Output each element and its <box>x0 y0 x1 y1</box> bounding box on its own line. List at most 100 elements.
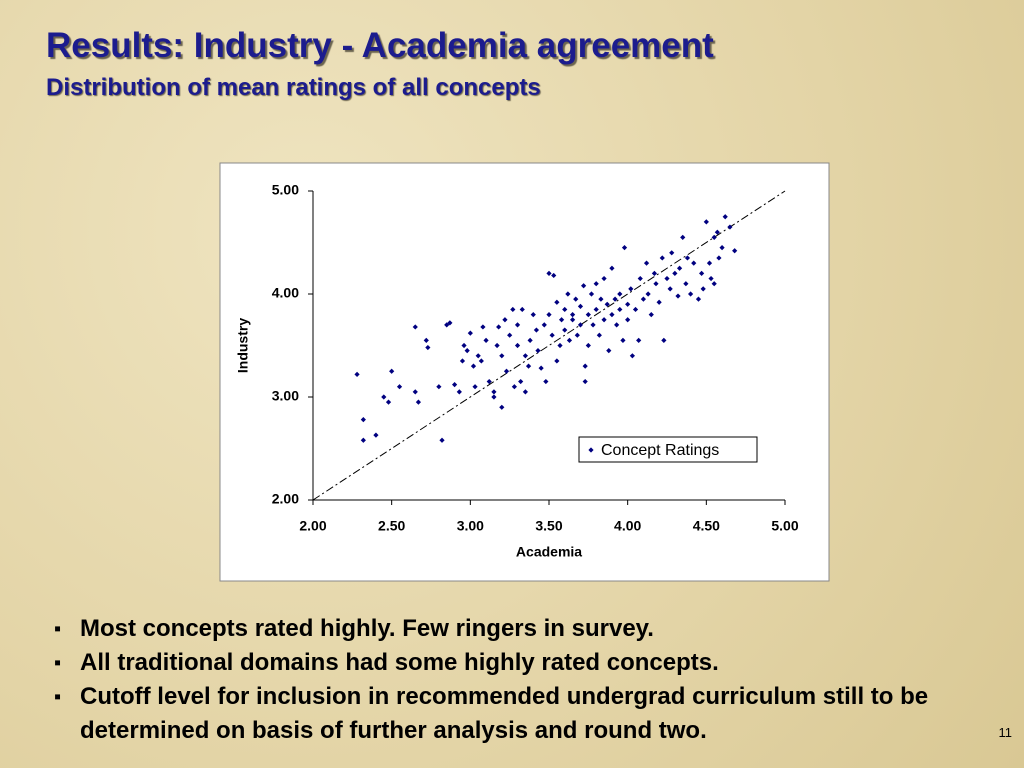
scatter-point <box>672 270 678 276</box>
scatter-point <box>570 312 576 318</box>
scatter-point <box>360 417 366 423</box>
scatter-point <box>632 306 639 313</box>
scatter-point <box>711 234 717 240</box>
scatter-point <box>452 382 458 388</box>
scatter-point <box>606 348 612 354</box>
scatter-point <box>470 363 477 369</box>
scatter-point <box>598 296 604 302</box>
scatter-point <box>614 322 620 328</box>
scatter-point <box>640 296 646 302</box>
scatter-point <box>574 332 580 338</box>
scatter-point <box>659 255 665 261</box>
scatter-point <box>708 275 714 282</box>
scatter-point <box>412 324 418 330</box>
scatter-point <box>593 306 599 313</box>
scatter-point <box>683 281 689 287</box>
x-tick-label: 3.50 <box>535 518 562 534</box>
scatter-point <box>581 283 587 289</box>
scatter-point <box>514 322 521 328</box>
scatter-point <box>530 312 536 318</box>
scatter-point <box>703 219 709 225</box>
scatter-point <box>601 275 607 282</box>
scatter-point <box>562 306 568 313</box>
scatter-point <box>676 265 683 271</box>
scatter-point <box>585 312 591 318</box>
scatter-point <box>507 332 513 338</box>
scatter-point <box>661 337 667 343</box>
scatter-point <box>381 394 387 400</box>
scatter-point <box>354 371 360 377</box>
scatter-point <box>436 384 442 390</box>
legend-box <box>578 436 758 463</box>
scatter-point <box>480 324 486 330</box>
bullet-list: Most concepts rated highly. Few ringers … <box>52 612 972 748</box>
scatter-point <box>439 437 445 443</box>
scatter-point <box>727 224 733 230</box>
scatter-point <box>621 245 628 251</box>
scatter-point <box>593 281 599 287</box>
scatter-point <box>543 378 549 385</box>
identity-line <box>312 190 786 501</box>
scatter-point <box>667 286 673 292</box>
scatter-point <box>566 337 573 343</box>
scatter-point <box>680 234 686 240</box>
x-tick-label: 2.50 <box>378 518 405 534</box>
scatter-point <box>629 353 635 359</box>
scatter-point <box>651 270 658 276</box>
scatter-point <box>514 342 521 349</box>
y-tick-label: 5.00 <box>272 182 299 198</box>
scatter-point <box>714 229 720 235</box>
scatter-point <box>447 320 453 326</box>
scatter-point <box>554 299 560 305</box>
scatter-point <box>648 312 654 318</box>
scatter-point <box>546 270 552 276</box>
scatter-point <box>609 312 615 318</box>
scatter-point <box>617 291 623 297</box>
scatter-point <box>415 399 422 405</box>
scatter-point <box>360 437 366 443</box>
bullet: Cutoff level for inclusion in recommende… <box>52 680 972 748</box>
y-axis-title: Industry <box>235 318 251 373</box>
scatter-point <box>535 348 541 354</box>
scatter-point <box>461 342 467 349</box>
scatter-point <box>625 301 631 307</box>
scatter-point <box>483 337 489 343</box>
scatter-point <box>549 332 555 338</box>
scatter-point <box>582 378 588 385</box>
scatter-point <box>519 306 525 313</box>
scatter-point <box>588 291 595 297</box>
scatter-point <box>695 296 702 302</box>
scatter-point <box>643 260 650 266</box>
scatter-point <box>518 378 524 385</box>
scatter-point <box>711 281 717 287</box>
scatter-point <box>558 317 565 323</box>
scatter-point <box>423 337 429 343</box>
scatter-point <box>645 291 651 297</box>
y-tick-label: 2.00 <box>272 491 299 507</box>
bullet: All traditional domains had some highly … <box>52 646 972 680</box>
scatter-point <box>456 389 462 395</box>
scatter-point <box>582 363 588 369</box>
scatter-point <box>653 281 659 287</box>
scatter-point <box>499 404 505 410</box>
scatter-point <box>716 255 722 261</box>
scatter-point <box>511 384 517 390</box>
scatter-point <box>669 250 675 256</box>
scatter-point <box>412 389 418 395</box>
scatter-point <box>385 399 392 405</box>
scatter-point <box>425 344 431 351</box>
scatter-point <box>617 306 623 313</box>
scatter-point <box>664 275 670 282</box>
scatter-point <box>706 260 713 266</box>
scatter-point <box>499 353 505 359</box>
x-axis-title: Academia <box>516 544 582 560</box>
scatter-point <box>628 286 634 292</box>
scatter-point <box>722 214 728 220</box>
scatter-point <box>373 432 379 438</box>
scatter-point <box>491 389 497 395</box>
scatter-point <box>491 394 497 400</box>
scatter-point <box>612 296 618 302</box>
scatter-point <box>538 365 544 371</box>
